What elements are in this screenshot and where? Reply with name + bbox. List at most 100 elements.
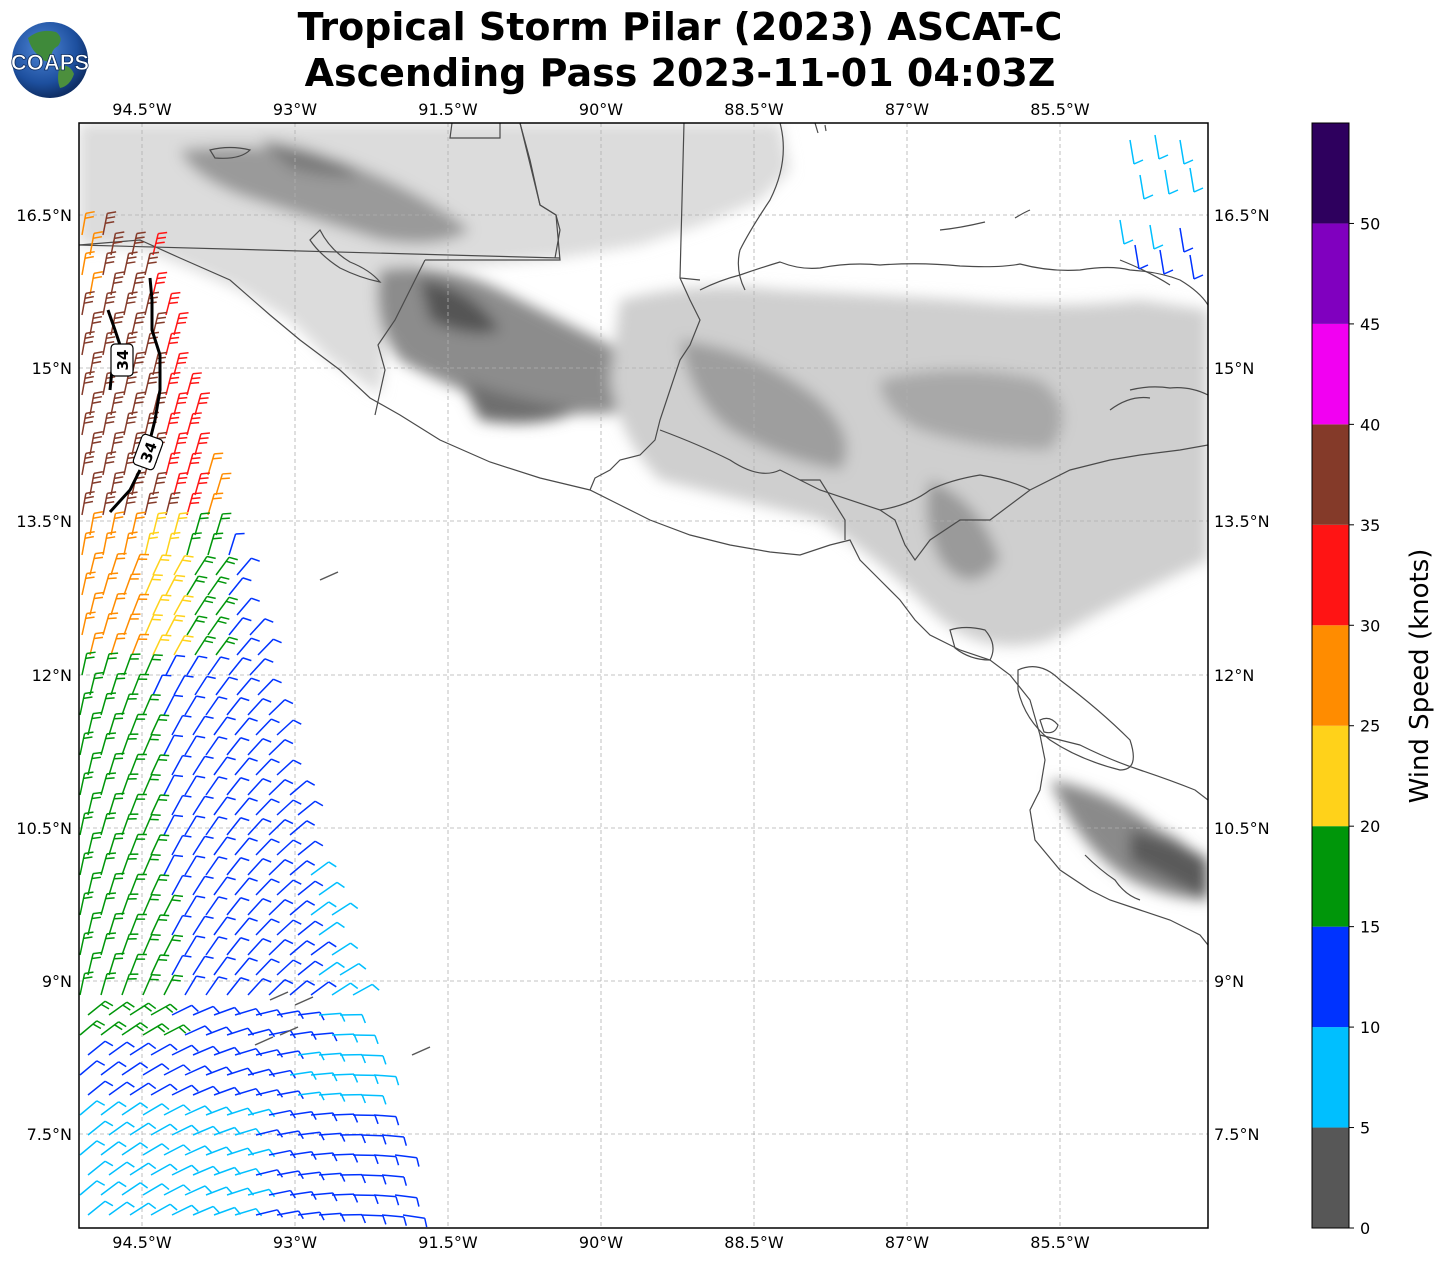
- wind-barb: [205, 896, 228, 916]
- wind-barb: [289, 1031, 317, 1040]
- wind-barb: [81, 651, 96, 676]
- wind-barb: [192, 1205, 221, 1216]
- colorbar-title: Wind Speed (knots): [1405, 549, 1435, 804]
- wind-barb: [110, 271, 125, 296]
- wind-barb: [129, 913, 147, 936]
- wind-barb: [150, 914, 170, 936]
- wind-barb: [294, 996, 314, 1006]
- wind-barb: [110, 391, 125, 416]
- wind-barb: [205, 1186, 234, 1196]
- map-plot-area: 34 34: [79, 123, 1208, 1228]
- wind-barb: [142, 1183, 170, 1196]
- wind-barb: [257, 638, 282, 656]
- wind-barb: [163, 814, 184, 836]
- wind-barb: [215, 556, 238, 576]
- wind-barb: [339, 1133, 367, 1144]
- wind-barb: [123, 653, 141, 676]
- lon-tick-label: 94.5°W: [112, 100, 172, 119]
- wind-barb: [192, 955, 214, 976]
- wind-barb: [1189, 167, 1204, 193]
- wind-barb: [129, 713, 147, 736]
- wind-barb: [255, 1089, 284, 1098]
- wind-barb: [192, 1005, 221, 1016]
- wind-barb: [352, 1194, 379, 1205]
- wind-barb: [89, 431, 103, 456]
- wind-barb: [87, 871, 103, 896]
- wind-barb: [152, 271, 168, 296]
- wind-barb: [131, 391, 146, 416]
- wind-barb: [129, 833, 147, 856]
- wind-barb: [89, 511, 103, 536]
- colorbar-ticks: 0 5 10 15 20 25 30 35 40 45 50: [1349, 214, 1380, 1238]
- wind-barb: [150, 1083, 178, 1096]
- wind-barb: [89, 671, 105, 696]
- wind-barb: [289, 860, 316, 876]
- wind-barb: [207, 656, 230, 676]
- wind-barb: [186, 575, 208, 596]
- wind-barb: [100, 972, 117, 996]
- wind-barb: [213, 876, 236, 896]
- wind-barb: [163, 1144, 191, 1156]
- contour-label-1: 34: [110, 343, 134, 377]
- wind-barb: [121, 1062, 149, 1076]
- colorbar-tick-label: 10: [1360, 1018, 1380, 1037]
- wind-barb: [81, 370, 95, 396]
- wind-barb: [184, 935, 206, 956]
- wind-barb: [228, 577, 252, 596]
- wind-barb: [108, 1121, 135, 1136]
- wind-barb: [79, 731, 94, 756]
- wind-barb: [102, 411, 117, 436]
- colorbar-bin: [1312, 424, 1349, 525]
- wind-barb: [173, 392, 189, 416]
- wind-barb: [121, 853, 139, 876]
- wind-barb: [123, 251, 138, 276]
- wind-barb: [339, 1173, 367, 1184]
- wind-barb: [173, 675, 194, 696]
- wind-barb: [247, 738, 272, 756]
- wind-barb: [142, 774, 161, 796]
- wind-barb: [228, 617, 252, 636]
- wind-barb: [247, 978, 272, 996]
- wind-barb: [171, 1084, 199, 1096]
- wind-barb: [310, 861, 337, 876]
- wind-barb: [87, 911, 103, 936]
- wind-barb: [205, 776, 228, 796]
- wind-barb: [144, 654, 163, 676]
- wind-barb: [79, 971, 94, 996]
- wind-barb: [108, 912, 125, 936]
- wind-barb: [102, 451, 117, 476]
- lat-tick-label: 12°N: [1214, 666, 1254, 685]
- wind-barb: [234, 837, 258, 856]
- wind-barb: [87, 751, 103, 776]
- wind-barb: [163, 694, 184, 716]
- wind-barb: [129, 1002, 157, 1016]
- wind-barb: [360, 1054, 387, 1065]
- wind-barb: [79, 1140, 106, 1156]
- wind-barb: [184, 1065, 212, 1076]
- wind-barb: [194, 472, 211, 496]
- wind-barb: [152, 634, 172, 656]
- wind-barb: [129, 1122, 157, 1136]
- wind-barb: [184, 1025, 212, 1036]
- wind-barb: [142, 1023, 170, 1036]
- wind-barb: [255, 1129, 284, 1138]
- colorbar-frame: [1311, 122, 1350, 1229]
- wind-barb: [87, 1200, 114, 1216]
- wind-barb: [79, 1180, 106, 1196]
- colorbar-bin: [1312, 725, 1349, 827]
- wind-barb: [150, 1163, 178, 1176]
- wind-barb: [394, 1194, 420, 1207]
- wind-barb: [194, 392, 211, 416]
- wind-barb: [381, 1174, 408, 1186]
- wind-barb: [129, 1162, 157, 1176]
- wind-barb: [339, 1093, 367, 1104]
- wind-barb: [81, 530, 95, 556]
- wind-barb: [1134, 244, 1149, 270]
- wind-barb: [192, 915, 214, 936]
- wind-barb: [360, 1214, 387, 1225]
- wind-barb: [89, 271, 103, 296]
- coaps-logo: COAPS: [10, 22, 90, 98]
- wind-barb: [121, 1142, 149, 1156]
- wind-barb: [163, 1024, 191, 1036]
- wind-barb: [152, 674, 172, 696]
